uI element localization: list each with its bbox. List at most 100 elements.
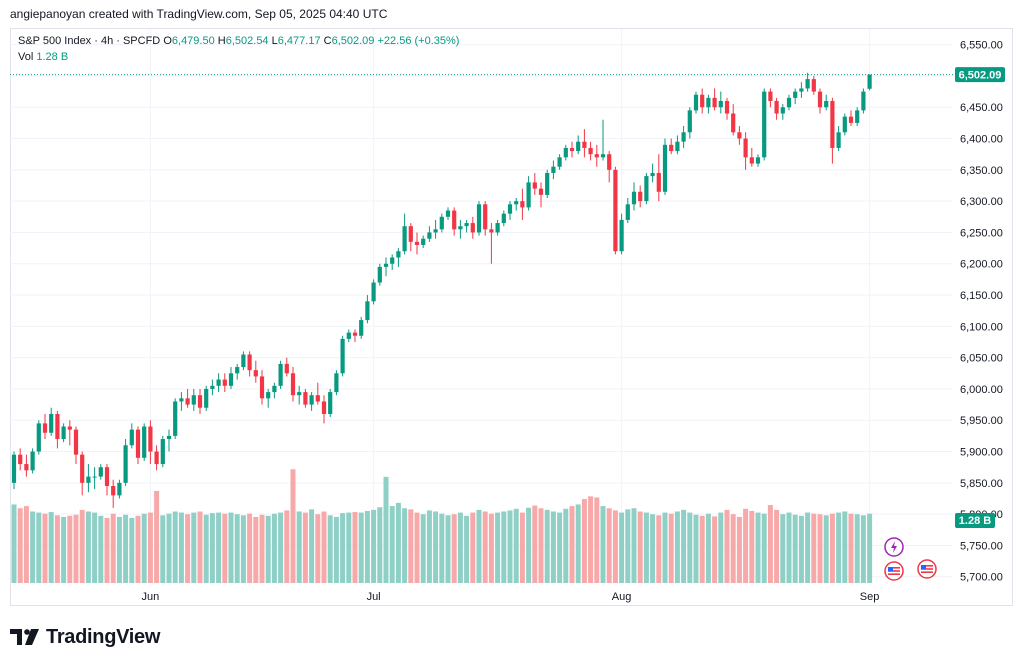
candle bbox=[693, 91, 699, 114]
volume-bar bbox=[92, 512, 98, 583]
volume-bar bbox=[625, 509, 631, 583]
y-tick-label: 5,850.00 bbox=[960, 478, 1003, 490]
candle bbox=[631, 182, 637, 211]
close-value: 6,502.09 bbox=[331, 35, 375, 47]
volume-bar bbox=[842, 511, 848, 583]
candle bbox=[650, 163, 655, 183]
volume-bar bbox=[749, 510, 755, 583]
volume-bar bbox=[222, 513, 228, 583]
candle bbox=[303, 388, 308, 408]
y-tick-label: 6,450.00 bbox=[960, 102, 1003, 114]
volume-bar bbox=[147, 512, 153, 583]
us-flag-icon[interactable] bbox=[917, 559, 937, 579]
volume-bar bbox=[513, 508, 519, 583]
volume-bar bbox=[104, 518, 110, 583]
volume-bar bbox=[718, 512, 724, 583]
volume-bar bbox=[123, 514, 129, 583]
candle bbox=[191, 388, 196, 411]
candle bbox=[160, 435, 165, 468]
volume-bar bbox=[606, 508, 612, 583]
ohlc-row: S&P 500 Index · 4h · SPCFD O6,479.50 H6,… bbox=[18, 33, 459, 49]
candle bbox=[135, 426, 141, 465]
candle bbox=[30, 448, 35, 474]
volume-bar bbox=[662, 512, 668, 583]
candle bbox=[42, 413, 48, 440]
candle bbox=[458, 219, 463, 239]
volume-bar bbox=[637, 511, 643, 583]
volume-bar bbox=[154, 490, 160, 583]
price-axis[interactable]: 5,700.005,750.005,800.005,850.005,900.00… bbox=[960, 40, 1003, 584]
candle bbox=[204, 385, 209, 411]
candle bbox=[762, 88, 767, 161]
volume-bar bbox=[98, 515, 104, 583]
candle bbox=[166, 429, 172, 452]
candle bbox=[489, 223, 494, 264]
candle bbox=[563, 144, 568, 161]
candle bbox=[774, 97, 779, 120]
volume-bar bbox=[544, 509, 550, 583]
us-flag-icon[interactable] bbox=[884, 561, 904, 581]
candle bbox=[569, 141, 575, 158]
volume-bar bbox=[17, 508, 23, 583]
volume-badge-text: 1.28 B bbox=[959, 515, 991, 527]
candle bbox=[148, 420, 153, 465]
volume-bar bbox=[550, 511, 556, 583]
candle bbox=[495, 219, 500, 236]
volume-bar bbox=[327, 515, 333, 583]
candle bbox=[427, 226, 432, 242]
candle bbox=[321, 395, 327, 424]
candle bbox=[297, 385, 302, 405]
candle bbox=[104, 464, 110, 496]
volume-bar bbox=[73, 514, 79, 583]
candle bbox=[49, 407, 54, 436]
volume-bar bbox=[798, 515, 804, 583]
candle bbox=[532, 172, 537, 195]
volume-bar bbox=[166, 513, 172, 583]
volume-bar bbox=[61, 516, 67, 583]
candle bbox=[861, 88, 866, 114]
candle bbox=[700, 88, 705, 114]
candle bbox=[421, 235, 426, 249]
y-tick-label: 5,900.00 bbox=[960, 447, 1003, 459]
candle bbox=[371, 279, 376, 305]
volume-bar bbox=[817, 514, 823, 583]
candle bbox=[452, 207, 457, 236]
volume-bar bbox=[377, 507, 383, 583]
volume-bar bbox=[340, 513, 346, 583]
volume-bar bbox=[457, 512, 463, 583]
low-label: L bbox=[271, 35, 278, 47]
volume-bar bbox=[668, 513, 674, 583]
candle bbox=[731, 104, 736, 136]
volume-bar bbox=[259, 514, 265, 583]
candle bbox=[290, 367, 296, 402]
time-axis[interactable]: Jun Jul Aug Sep bbox=[142, 591, 880, 603]
volume-bar bbox=[761, 513, 767, 583]
lightning-icon[interactable] bbox=[884, 537, 904, 557]
volume-bar bbox=[209, 513, 215, 583]
footer-logo[interactable]: TradingView bbox=[10, 626, 160, 649]
volume-bar bbox=[687, 512, 693, 583]
volume-bar bbox=[445, 515, 451, 583]
volume-bar bbox=[383, 476, 389, 583]
candle bbox=[414, 232, 420, 255]
volume-bars bbox=[11, 469, 873, 583]
volume-bar bbox=[619, 512, 625, 583]
volume-bar bbox=[681, 509, 687, 583]
volume-bar bbox=[439, 513, 445, 583]
volume-bar bbox=[228, 512, 234, 583]
candle bbox=[334, 370, 339, 396]
volume-bar bbox=[482, 511, 488, 583]
candle bbox=[222, 373, 227, 393]
candle bbox=[501, 210, 506, 227]
candle bbox=[464, 219, 469, 233]
volume-bar bbox=[197, 511, 203, 583]
candle bbox=[278, 360, 283, 389]
volume-bar bbox=[470, 512, 476, 583]
candle bbox=[507, 201, 513, 220]
symbol-label[interactable]: S&P 500 Index · 4h · SPCFD bbox=[18, 35, 161, 47]
x-tick-label: Jul bbox=[367, 591, 381, 603]
candle bbox=[377, 263, 382, 286]
price-badge: 6,502.09 bbox=[955, 67, 1005, 83]
volume-bar bbox=[774, 509, 780, 583]
